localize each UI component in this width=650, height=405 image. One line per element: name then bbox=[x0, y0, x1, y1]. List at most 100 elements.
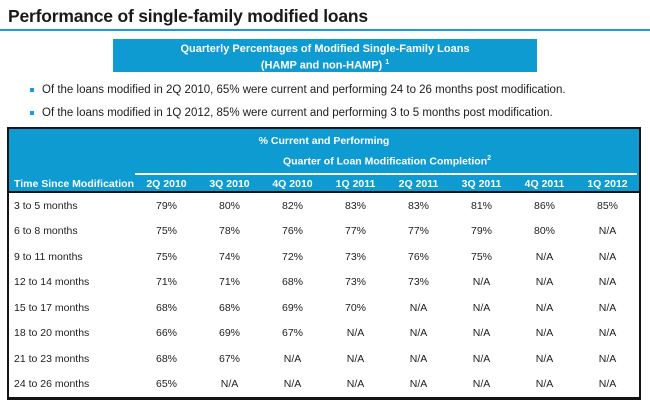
page-title: Performance of single-family modified lo… bbox=[8, 6, 368, 26]
table-row: 18 to 20 months 66% 69% 67% N/A N/A N/A N/A N/A bbox=[9, 321, 639, 347]
cell-value: N/A bbox=[409, 352, 428, 365]
bullet-text: Of the loans modified in 2Q 2010, 65% we… bbox=[42, 84, 566, 96]
cell-value: 69% bbox=[281, 301, 303, 314]
table-row: 6 to 8 months 75% 78% 76% 77% 77% 79% 80% N/A bbox=[9, 219, 639, 245]
row-label: 12 to 14 months bbox=[14, 276, 90, 289]
cell-value: 83% bbox=[407, 199, 429, 212]
cell-value: N/A bbox=[472, 327, 491, 340]
footnote-ref-1: 1 bbox=[385, 59, 390, 66]
table-row: 24 to 26 months 65% N/A N/A N/A N/A N/A N/A N/A bbox=[9, 372, 639, 398]
table-row: 21 to 23 months 68% 67% N/A N/A N/A N/A N/A N/A bbox=[9, 346, 639, 372]
cell-value: N/A bbox=[220, 378, 239, 391]
cell-value: 75% bbox=[470, 250, 492, 263]
cell-value: 71% bbox=[218, 276, 240, 289]
cell-value: N/A bbox=[535, 327, 554, 340]
column-header: 1Q 2011 bbox=[335, 178, 376, 190]
cell-value: N/A bbox=[409, 327, 428, 340]
cell-value: 86% bbox=[533, 199, 555, 212]
cell-value: 79% bbox=[155, 199, 177, 212]
row-label: 18 to 20 months bbox=[14, 327, 90, 340]
cell-value: 77% bbox=[407, 225, 429, 238]
cell-value: 73% bbox=[344, 276, 366, 289]
cell-value: 77% bbox=[344, 225, 366, 238]
table-header-subtitle: Quarter of Loan Modification Completion2 bbox=[282, 155, 492, 168]
bullet-item: Of the loans modified in 2Q 2010, 65% we… bbox=[30, 84, 630, 99]
cell-value: 76% bbox=[407, 250, 429, 263]
cell-value: 73% bbox=[407, 276, 429, 289]
cell-value: 82% bbox=[281, 199, 303, 212]
cell-value: 72% bbox=[281, 250, 303, 263]
cell-value: N/A bbox=[283, 352, 302, 365]
cell-value: N/A bbox=[409, 378, 428, 391]
cell-value: 73% bbox=[344, 250, 366, 263]
column-header: 3Q 2011 bbox=[461, 178, 502, 190]
cell-value: N/A bbox=[472, 276, 491, 289]
cell-value: 68% bbox=[155, 301, 177, 314]
column-header: 4Q 2010 bbox=[272, 178, 313, 190]
performance-table: % Current and Performing Quarter of Loan… bbox=[7, 127, 641, 400]
cell-value: 75% bbox=[155, 225, 177, 238]
cell-value: N/A bbox=[346, 352, 365, 365]
column-header: 4Q 2011 bbox=[524, 178, 565, 190]
row-label: 15 to 17 months bbox=[14, 301, 90, 314]
row-label: 6 to 8 months bbox=[14, 225, 78, 238]
cell-value: N/A bbox=[472, 352, 491, 365]
cell-value: 83% bbox=[344, 199, 366, 212]
cell-value: 66% bbox=[155, 327, 177, 340]
cell-value: N/A bbox=[535, 301, 554, 314]
row-label: 3 to 5 months bbox=[14, 199, 78, 212]
bullet-square-icon bbox=[30, 111, 34, 115]
cell-value: N/A bbox=[598, 301, 617, 314]
cell-value: N/A bbox=[598, 276, 617, 289]
cell-value: 76% bbox=[281, 225, 303, 238]
cell-value: 75% bbox=[155, 250, 177, 263]
column-header-row: Time Since Modification 2Q 2010 3Q 2010 4Q… bbox=[9, 177, 639, 192]
cell-value: 71% bbox=[155, 276, 177, 289]
column-header: 3Q 2010 bbox=[209, 178, 250, 190]
table-header: % Current and Performing Quarter of Loan… bbox=[9, 129, 639, 193]
cell-value: N/A bbox=[409, 301, 428, 314]
cell-value: 69% bbox=[218, 327, 240, 340]
cell-value: N/A bbox=[598, 352, 617, 365]
cell-value: 80% bbox=[218, 199, 240, 212]
row-label: 21 to 23 months bbox=[14, 352, 90, 365]
bullet-text: Of the loans modified in 1Q 2012, 85% we… bbox=[42, 107, 553, 119]
table-body: 3 to 5 months 79% 80% 82% 83% 83% 81% 86% 85% 6 t… bbox=[9, 193, 639, 397]
cell-value: 80% bbox=[533, 225, 555, 238]
row-label: 24 to 26 months bbox=[14, 378, 90, 391]
title-underline-rule bbox=[0, 29, 650, 31]
banner-line1: Quarterly Percentages of Modified Single… bbox=[180, 43, 470, 55]
row-label: 9 to 11 months bbox=[14, 250, 83, 263]
cell-value: 85% bbox=[596, 199, 618, 212]
cell-value: 65% bbox=[155, 378, 177, 391]
cell-value: N/A bbox=[472, 301, 491, 314]
cell-value: 78% bbox=[218, 225, 240, 238]
table-row: 3 to 5 months 79% 80% 82% 83% 83% 81% 86% 85% bbox=[9, 193, 639, 219]
cell-value: 68% bbox=[218, 301, 240, 314]
column-header: 2Q 2011 bbox=[398, 178, 439, 190]
cell-value: N/A bbox=[598, 378, 617, 391]
cell-value: N/A bbox=[598, 250, 617, 263]
cell-value: N/A bbox=[535, 352, 554, 365]
cell-value: N/A bbox=[598, 327, 617, 340]
cell-value: 67% bbox=[218, 352, 240, 365]
banner-line2: (HAMP and non-HAMP) 1 bbox=[260, 59, 390, 72]
cell-value: 68% bbox=[155, 352, 177, 365]
cell-value: N/A bbox=[598, 225, 617, 238]
row-header-label: Time Since Modification bbox=[14, 178, 134, 190]
table-row: 9 to 11 months 75% 74% 72% 73% 76% 75% N/A N/A bbox=[9, 244, 639, 270]
table-header-title: % Current and Performing bbox=[258, 135, 390, 147]
cell-value: N/A bbox=[283, 378, 302, 391]
cell-value: N/A bbox=[535, 276, 554, 289]
cell-value: 68% bbox=[281, 276, 303, 289]
bullet-item: Of the loans modified in 1Q 2012, 85% we… bbox=[30, 107, 630, 122]
bullet-list: Of the loans modified in 2Q 2010, 65% we… bbox=[30, 84, 630, 130]
table-row: 12 to 14 months 71% 71% 68% 73% 73% N/A N/A N/A bbox=[9, 270, 639, 296]
footnote-ref-2: 2 bbox=[487, 155, 492, 162]
cell-value: N/A bbox=[346, 327, 365, 340]
cell-value: N/A bbox=[472, 378, 491, 391]
header-underline-rule bbox=[135, 172, 637, 175]
cell-value: N/A bbox=[535, 378, 554, 391]
cell-value: 70% bbox=[344, 301, 366, 314]
